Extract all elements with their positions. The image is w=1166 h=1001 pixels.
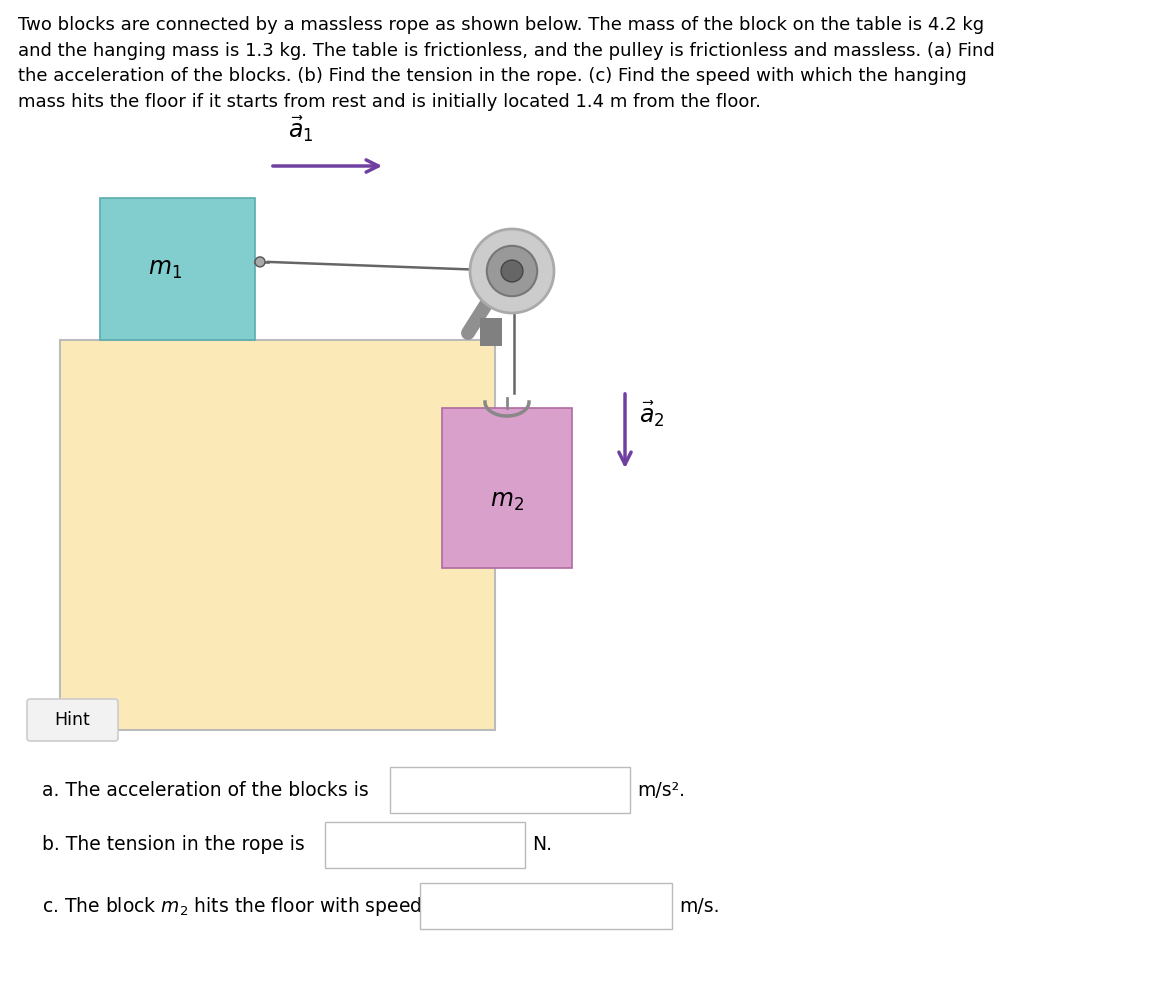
FancyBboxPatch shape (442, 408, 573, 568)
Text: $\vec{a}_2$: $\vec{a}_2$ (639, 399, 665, 429)
Text: Hint: Hint (55, 711, 91, 729)
Text: a. The acceleration of the blocks is: a. The acceleration of the blocks is (42, 781, 368, 800)
FancyBboxPatch shape (420, 883, 672, 929)
FancyBboxPatch shape (27, 699, 118, 741)
Circle shape (470, 229, 554, 313)
Text: N.: N. (532, 836, 552, 855)
Text: m/s².: m/s². (637, 781, 684, 800)
FancyBboxPatch shape (100, 198, 255, 340)
Text: $\vec{a}_1$: $\vec{a}_1$ (288, 114, 314, 144)
Text: b. The tension in the rope is: b. The tension in the rope is (42, 836, 304, 855)
Text: c. The block $m_2$ hits the floor with speed: c. The block $m_2$ hits the floor with s… (42, 895, 422, 918)
Circle shape (255, 257, 265, 267)
Circle shape (501, 260, 522, 282)
FancyBboxPatch shape (389, 767, 630, 813)
FancyBboxPatch shape (325, 822, 525, 868)
FancyBboxPatch shape (59, 340, 496, 730)
Text: $m_1$: $m_1$ (148, 257, 182, 281)
Text: m/s.: m/s. (679, 897, 719, 916)
Text: $m_2$: $m_2$ (490, 488, 524, 513)
Circle shape (486, 246, 538, 296)
FancyBboxPatch shape (480, 318, 503, 346)
Text: Two blocks are connected by a massless rope as shown below. The mass of the bloc: Two blocks are connected by a massless r… (17, 16, 995, 111)
